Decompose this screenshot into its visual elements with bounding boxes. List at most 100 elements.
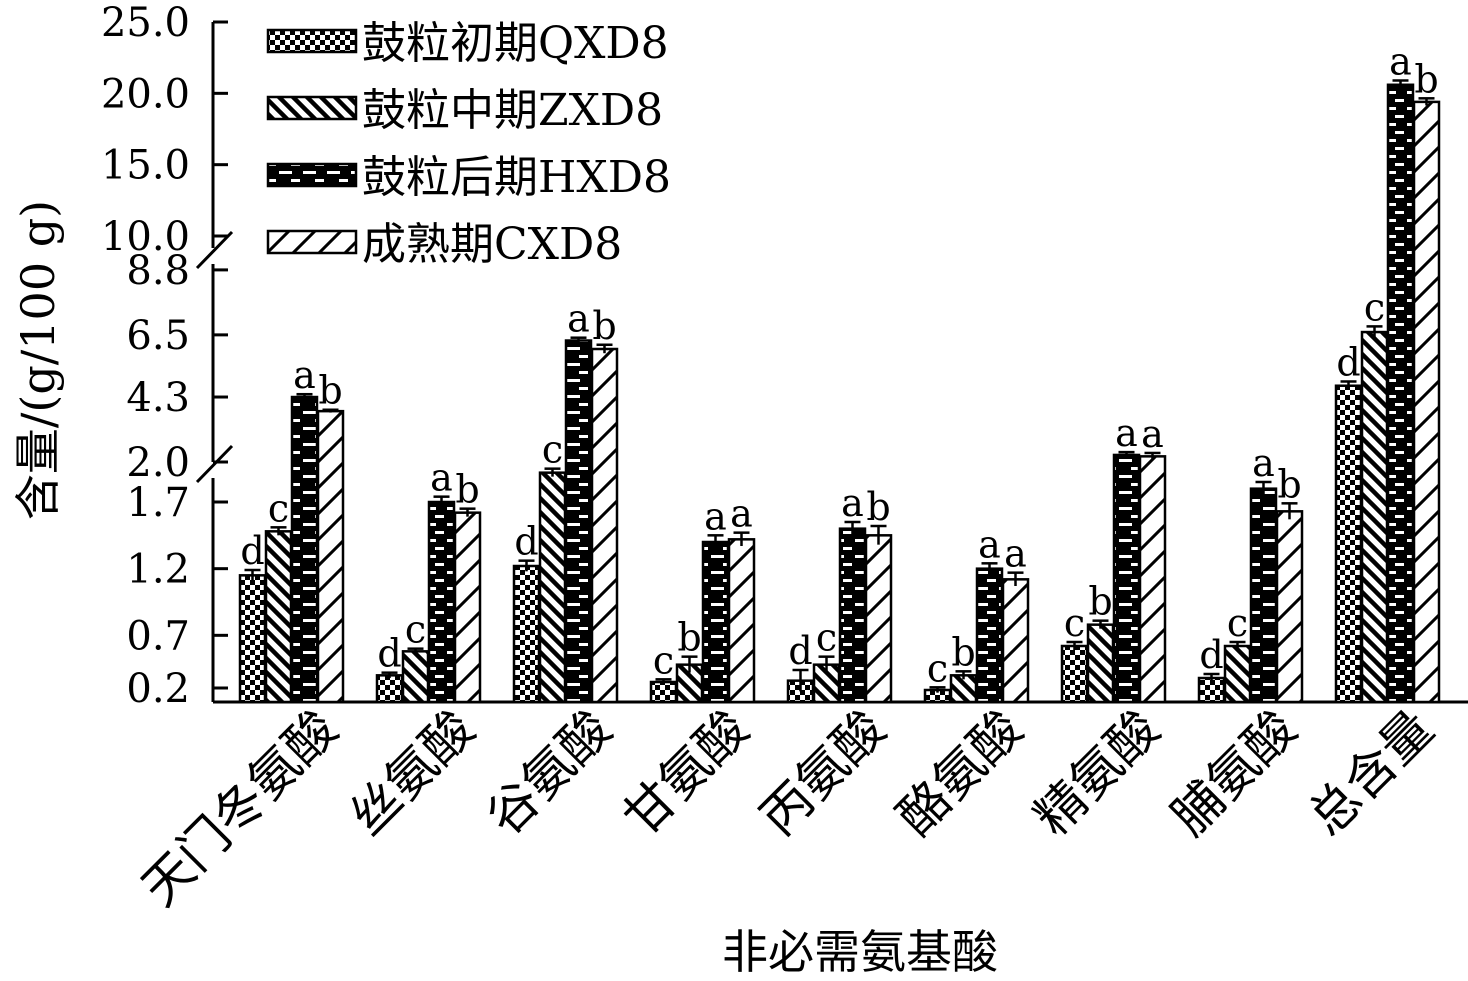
significance-label: c: [1227, 601, 1248, 645]
legend-swatch: [266, 28, 358, 54]
significance-label: a: [1389, 39, 1412, 83]
bar: [838, 527, 867, 704]
y-ticks: 0.2 0.7 1.2 1.72.0 4.3 6.5 8.810.0 15.0 20.0 25.0: [101, 0, 228, 712]
bar: [1086, 623, 1115, 704]
y-tick-label: 8.8: [126, 248, 190, 294]
x-tick-label: 丙氨酸: [749, 699, 896, 846]
bar: [401, 650, 430, 704]
significance-label: c: [542, 428, 563, 472]
bar: [727, 538, 756, 704]
legend-label: 成熟期CXD8: [362, 219, 622, 270]
significance-label: b: [1414, 57, 1438, 101]
significance-label: c: [1364, 285, 1385, 329]
bar: [590, 347, 619, 704]
significance-label: c: [268, 486, 289, 530]
significance-label: d: [240, 529, 264, 573]
significance-label: c: [405, 608, 426, 652]
axis-break-mark: [195, 230, 234, 270]
bar: [238, 574, 267, 704]
significance-label: b: [866, 485, 890, 529]
significance-label: a: [978, 522, 1001, 566]
significance-label: b: [592, 304, 616, 348]
x-tick-label: 天门冬氨酸: [131, 699, 349, 917]
significance-label: c: [653, 638, 674, 682]
y-tick-label: 20.0: [101, 71, 190, 117]
significance-label: a: [567, 297, 590, 341]
y-tick-label: 1.2: [126, 547, 190, 593]
x-tick-label: 精氨酸: [1023, 699, 1170, 846]
significance-label: a: [704, 494, 727, 538]
x-tick-label: 总含量: [1297, 699, 1444, 846]
bar: [316, 409, 345, 704]
legend-label: 鼓粒后期HXD8: [362, 152, 671, 203]
bar: [1360, 330, 1389, 704]
bar: [975, 567, 1004, 704]
bar: [1112, 453, 1141, 704]
y-tick-label: 25.0: [101, 0, 190, 46]
bar: [1223, 644, 1252, 704]
legend-swatch: [266, 162, 358, 188]
x-tick-label: 脯氨酸: [1160, 699, 1307, 846]
bar: [564, 339, 593, 704]
bar: [375, 674, 404, 704]
significance-label: b: [1088, 580, 1112, 624]
significance-label: b: [318, 369, 342, 413]
significance-label: a: [841, 481, 864, 525]
bar: [1060, 644, 1089, 704]
bar: [1275, 510, 1304, 704]
significance-label: d: [1199, 633, 1223, 677]
bar: [1386, 83, 1415, 704]
y-tick-label: 6.5: [126, 313, 190, 359]
y-tick-label: 15.0: [101, 143, 190, 189]
y-tick-label: 2.0: [126, 440, 190, 486]
legend-swatch: [266, 95, 358, 121]
significance-label: c: [1064, 601, 1085, 645]
bar: [538, 471, 567, 704]
significance-label: d: [1336, 340, 1360, 384]
bar: [1001, 578, 1030, 704]
significance-label: a: [1004, 532, 1027, 576]
bar: [512, 564, 541, 704]
y-tick-label: 0.2: [126, 666, 190, 712]
significance-label: a: [730, 492, 753, 536]
x-tick-label: 谷氨酸: [475, 699, 622, 846]
legend: 鼓粒初期QXD8 鼓粒中期ZXD8 鼓粒后期HXD8 成熟期CXD8: [266, 18, 671, 270]
significance-label: b: [455, 468, 479, 512]
y-tick-label: 0.7: [126, 613, 190, 659]
bar: [649, 680, 678, 704]
significance-label: d: [514, 520, 538, 564]
axis-break-gap-upper: [200, 248, 228, 264]
y-tick-label: 4.3: [126, 375, 190, 421]
y-tick-label: 1.7: [126, 480, 190, 526]
bar: [1412, 100, 1441, 704]
legend-swatch: [266, 229, 358, 255]
legend-label: 鼓粒初期QXD8: [362, 18, 669, 69]
y-axis-title: 含量/(g/100 g): [11, 200, 65, 520]
x-tick-label: 丝氨酸: [338, 699, 485, 846]
axis-break-gap-lower: [200, 462, 228, 478]
significance-label: a: [1252, 441, 1275, 485]
bar: [1138, 455, 1167, 704]
significance-label: a: [293, 353, 316, 397]
legend-label: 鼓粒中期ZXD8: [362, 85, 663, 136]
significance-label: c: [927, 646, 948, 690]
bar: [264, 530, 293, 704]
bar: [453, 511, 482, 704]
bar: [290, 395, 319, 704]
y-tick-label: 10.0: [101, 214, 190, 260]
x-axis-title: 非必需氨基酸: [722, 925, 998, 979]
significance-label: b: [1277, 462, 1301, 506]
x-tick-label: 酪氨酸: [886, 699, 1033, 846]
significance-label: d: [377, 632, 401, 676]
significance-label: a: [1115, 411, 1138, 455]
bar: [427, 500, 456, 704]
bar: [864, 534, 893, 704]
significance-label: c: [816, 616, 837, 660]
bar: [701, 540, 730, 704]
significance-label: a: [430, 456, 453, 500]
bar: [1334, 384, 1363, 704]
x-tick-label: 甘氨酸: [612, 699, 759, 846]
significance-label: d: [788, 629, 812, 673]
